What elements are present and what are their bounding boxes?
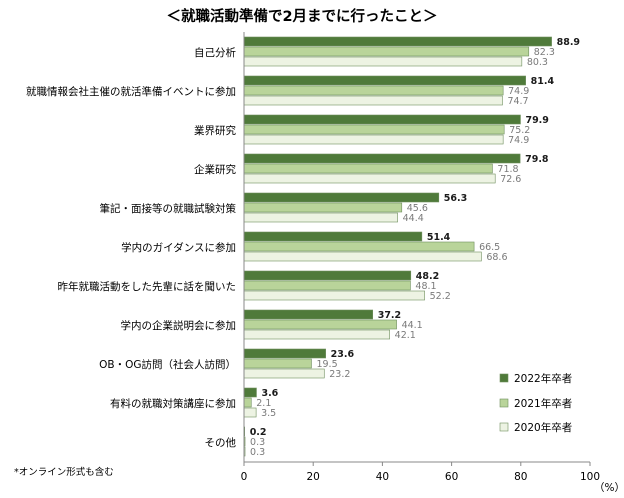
data-label: 0.3 — [250, 437, 265, 448]
data-label: 44.1 — [402, 320, 423, 331]
legend-label: 2021年卒者 — [514, 397, 572, 410]
x-tick-label: 100 — [580, 471, 600, 483]
data-label: 80.3 — [527, 57, 548, 68]
x-tick-label: 40 — [376, 471, 389, 483]
bars — [243, 36, 552, 457]
bar-2022年卒者 — [243, 348, 326, 359]
bar-2021年卒者 — [243, 85, 504, 96]
data-label: 74.7 — [507, 96, 528, 107]
data-label: 48.2 — [416, 271, 439, 282]
data-label: 51.4 — [427, 232, 451, 243]
data-label: 71.8 — [497, 164, 518, 175]
bar-2020年卒者 — [243, 251, 482, 262]
data-label: 23.6 — [331, 349, 355, 360]
category-label: 企業研究 — [194, 163, 236, 176]
data-label: 66.5 — [479, 242, 500, 253]
bar-2022年卒者 — [243, 387, 257, 398]
legend-label: 2020年卒者 — [514, 421, 572, 434]
bar-2022年卒者 — [243, 270, 412, 281]
x-tick-label: 0 — [241, 471, 248, 483]
legend-label: 2022年卒者 — [514, 372, 572, 385]
category-label: 学内の企業説明会に参加 — [121, 319, 237, 332]
data-label: 23.2 — [329, 369, 350, 380]
category-label: その他 — [205, 436, 237, 449]
bar-2020年卒者 — [243, 56, 523, 67]
category-labels: 自己分析就職情報会社主催の就活準備イベントに参加業界研究企業研究筆記・面接等の就… — [26, 46, 236, 449]
data-label: 42.1 — [395, 330, 416, 341]
data-label: 82.3 — [534, 47, 555, 58]
data-label: 88.9 — [557, 37, 580, 48]
category-label: OB・OG訪問（社会人訪問） — [99, 358, 236, 371]
data-label: 52.2 — [430, 291, 451, 302]
data-label: 0.2 — [250, 427, 267, 438]
category-label: 昨年就職活動をした先輩に話を聞いた — [58, 280, 237, 293]
data-label: 79.9 — [525, 115, 548, 126]
bar-2022年卒者 — [243, 75, 526, 86]
data-label: 3.5 — [261, 408, 276, 419]
data-label: 37.2 — [378, 310, 401, 321]
category-label: 業界研究 — [194, 124, 236, 137]
data-label: 79.8 — [525, 154, 549, 165]
bar-2022年卒者 — [243, 153, 521, 164]
bar-2020年卒者 — [243, 368, 325, 379]
bar-2021年卒者 — [243, 46, 530, 57]
bar-2021年卒者 — [243, 397, 252, 408]
bar-2022年卒者 — [243, 192, 440, 203]
data-label: 74.9 — [508, 135, 529, 146]
bar-2021年卒者 — [243, 319, 397, 330]
bar-2021年卒者 — [243, 241, 475, 252]
bar-2021年卒者 — [243, 358, 312, 369]
bar-2022年卒者 — [243, 231, 423, 242]
bar-2021年卒者 — [243, 280, 411, 291]
data-labels: 88.982.380.381.474.974.779.975.274.979.8… — [250, 37, 580, 458]
legend-swatch — [499, 373, 509, 383]
data-label: 75.2 — [509, 125, 530, 136]
x-tick-label: 80 — [514, 471, 527, 483]
data-label: 68.6 — [486, 252, 507, 263]
x-axis-unit: （%） — [594, 482, 624, 494]
data-label: 48.1 — [415, 281, 436, 292]
x-tick-label: 20 — [307, 471, 320, 483]
legend-swatch — [499, 398, 509, 408]
x-tick-label: 60 — [445, 471, 458, 483]
bar-2021年卒者 — [243, 202, 403, 213]
data-label: 3.6 — [261, 388, 278, 399]
bar-2021年卒者 — [243, 124, 505, 135]
bar-2020年卒者 — [243, 329, 390, 340]
data-label: 2.1 — [256, 398, 271, 409]
footnote: *オンライン形式も含む — [14, 466, 114, 478]
category-label: 有料の就職対策講座に参加 — [110, 397, 236, 410]
bar-2020年卒者 — [243, 134, 504, 145]
data-label: 81.4 — [531, 76, 555, 87]
category-label: 学内のガイダンスに参加 — [121, 241, 236, 254]
data-label: 0.3 — [250, 447, 265, 458]
data-label: 74.9 — [508, 86, 529, 97]
chart-title: ＜就職活動準備で2月までに行ったこと＞ — [166, 7, 437, 25]
data-label: 72.6 — [500, 174, 521, 185]
x-axis-ticks: 0 20 40 60 80 100 — [241, 462, 600, 483]
bar-2020年卒者 — [243, 212, 398, 223]
data-label: 45.6 — [407, 203, 428, 214]
data-label: 19.5 — [316, 359, 337, 370]
data-label: 56.3 — [444, 193, 467, 204]
legend-swatch — [499, 422, 509, 432]
bar-2022年卒者 — [243, 309, 374, 320]
bar-2020年卒者 — [243, 173, 496, 184]
bar-2020年卒者 — [243, 290, 425, 301]
bar-2022年卒者 — [243, 114, 521, 125]
data-label: 44.4 — [403, 213, 424, 224]
bar-2020年卒者 — [243, 95, 503, 106]
legend: 2022年卒者 2021年卒者 2020年卒者 — [499, 372, 572, 434]
category-label: 筆記・面接等の就職試験対策 — [100, 202, 237, 215]
bar-2020年卒者 — [243, 407, 257, 418]
bar-2022年卒者 — [243, 36, 552, 47]
category-label: 自己分析 — [194, 46, 236, 59]
category-label: 就職情報会社主催の就活準備イベントに参加 — [26, 85, 236, 98]
bar-2021年卒者 — [243, 163, 493, 174]
